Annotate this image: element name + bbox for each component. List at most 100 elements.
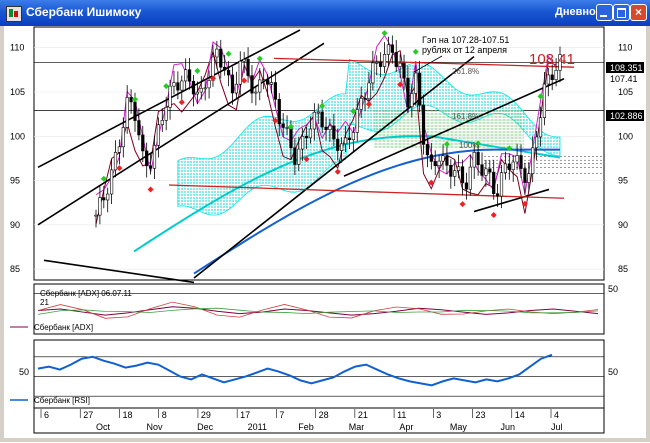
up-fractal-marker xyxy=(319,102,326,109)
candle-body xyxy=(121,127,125,148)
candle-body xyxy=(324,126,328,130)
candle-body xyxy=(184,69,188,82)
price-label-102886: 102.886 xyxy=(610,111,643,121)
candle-body xyxy=(285,127,289,129)
candle-body xyxy=(464,182,469,190)
channel-line xyxy=(343,77,565,177)
adx-legend: Сбербанк [ADX] 06.07.11 xyxy=(40,289,132,298)
maximize-button[interactable] xyxy=(613,4,630,21)
candle-body xyxy=(180,80,184,91)
candle-body xyxy=(152,145,157,169)
candle-body xyxy=(308,128,313,139)
price-label-108351: 108.351 xyxy=(610,63,643,73)
candle-body xyxy=(320,111,324,128)
up-fractal-marker xyxy=(381,30,388,37)
candle-body xyxy=(503,163,508,173)
candle-body xyxy=(453,170,457,177)
price-panel-frame xyxy=(33,26,605,281)
candle-body xyxy=(367,82,371,99)
candle-body xyxy=(515,155,519,163)
down-fractal-marker xyxy=(303,156,310,163)
up-fractal-marker xyxy=(256,55,263,62)
candle-body xyxy=(148,165,153,169)
chart-svg: 85 85 90 90 95 95 100 100 105 105 110 110 108.351 1… xyxy=(10,26,644,434)
candle-body xyxy=(199,87,203,93)
candle-body xyxy=(379,62,383,67)
cloud-cyan xyxy=(177,58,561,216)
minimize-button[interactable] xyxy=(596,4,613,21)
candle-body xyxy=(351,132,355,141)
candle-body xyxy=(137,120,141,136)
annotation-line-2: рублях от 12 апреля xyxy=(422,45,507,55)
candle-body xyxy=(441,155,445,162)
candle-body xyxy=(273,82,277,100)
ma-blue-line xyxy=(193,148,560,275)
candle-body xyxy=(519,155,523,169)
down-fractal-marker xyxy=(272,117,279,124)
up-fractal-marker xyxy=(163,83,170,90)
fractal-markers xyxy=(100,30,544,218)
candle-body xyxy=(394,52,398,67)
month-label: Oct xyxy=(96,422,111,432)
candle-body xyxy=(558,54,562,71)
timeframe-label[interactable]: Дневной xyxy=(555,6,603,18)
up-fractal-marker xyxy=(287,123,294,130)
candle-body xyxy=(269,82,274,85)
candle-body xyxy=(390,44,394,53)
candle-body xyxy=(230,74,235,94)
chart-app-icon xyxy=(6,6,22,22)
up-fractal-marker xyxy=(443,141,450,148)
channel-line xyxy=(193,55,475,279)
candle-body xyxy=(246,59,250,76)
price-label-10741: 107.41 xyxy=(610,74,638,84)
fib-label-1618: 161.8% xyxy=(452,112,479,121)
up-fractal-marker xyxy=(537,93,544,100)
price-tick-right: 95 xyxy=(618,176,628,186)
candle-body xyxy=(106,193,110,201)
annotation-line-1: Гэп на 107.28-107.51 xyxy=(422,35,509,45)
candle-body xyxy=(297,148,301,165)
candle-body xyxy=(129,97,133,103)
annotation-pointer xyxy=(413,55,443,73)
day-label: 29 xyxy=(201,410,211,420)
day-label: 23 xyxy=(476,410,486,420)
price-tick-left: 105 xyxy=(10,87,25,97)
candle-body xyxy=(406,77,410,108)
candle-body xyxy=(437,160,441,167)
candle-body xyxy=(164,107,168,121)
candle-body xyxy=(410,93,414,108)
candle-body xyxy=(191,80,196,95)
candle-body xyxy=(234,83,238,94)
candle-body xyxy=(433,161,437,167)
candle-body xyxy=(363,97,367,100)
day-label: 6 xyxy=(44,410,49,420)
candle-body xyxy=(250,75,254,94)
adx-lines xyxy=(34,293,604,319)
candle-body xyxy=(449,165,453,177)
candle-body xyxy=(203,87,207,90)
adx-panel-frame xyxy=(33,283,605,335)
adx-ytick: 50 xyxy=(608,284,618,294)
candle-body xyxy=(215,48,219,58)
candle-body xyxy=(133,101,137,121)
price-box-2 xyxy=(606,110,644,121)
price-tick-right: 105 xyxy=(618,87,633,97)
rsi-ytick-left: 50 xyxy=(19,367,29,377)
candle-body xyxy=(265,79,270,85)
title-bar[interactable]: Сбербанк Ишимоку Дневной × xyxy=(0,0,650,26)
close-button[interactable]: × xyxy=(630,4,647,21)
candle-body xyxy=(328,125,332,130)
day-label: 14 xyxy=(515,410,525,420)
candle-body xyxy=(355,109,359,133)
day-label: 7 xyxy=(279,410,284,420)
rsi-lines xyxy=(34,353,604,397)
candle-body xyxy=(538,117,543,138)
candle-body xyxy=(262,79,266,81)
down-fractal-marker xyxy=(397,81,404,88)
candle-body xyxy=(480,164,484,176)
candle-body xyxy=(531,147,535,174)
price-grid xyxy=(34,47,604,270)
adx-line xyxy=(37,306,599,316)
day-label: 28 xyxy=(319,410,329,420)
